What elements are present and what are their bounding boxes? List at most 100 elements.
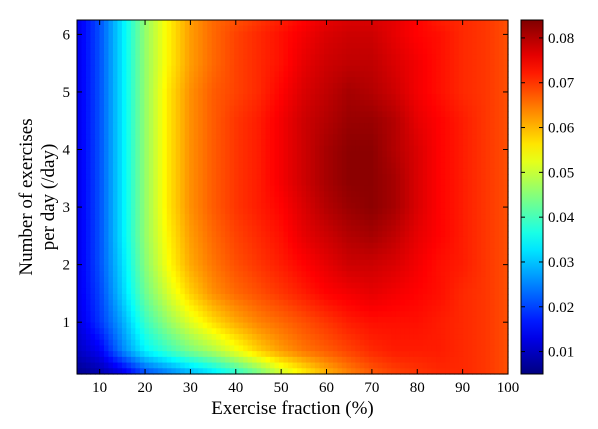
heatmap-cell: [94, 59, 101, 67]
heatmap-cell: [279, 202, 285, 210]
heatmap-cell: [216, 111, 222, 118]
heatmap-cell: [108, 31, 114, 38]
heatmap-cell: [252, 282, 258, 289]
heatmap-cell: [279, 294, 285, 301]
heatmap-cell: [202, 82, 208, 90]
heatmap-cell: [350, 276, 356, 284]
heatmap-cell: [404, 59, 410, 67]
heatmap-cell: [373, 77, 379, 84]
heatmap-cell: [386, 248, 392, 255]
heatmap-cell: [377, 208, 383, 215]
heatmap-cell: [148, 20, 154, 27]
heatmap-cell: [382, 94, 388, 101]
heatmap-cell: [341, 214, 347, 221]
heatmap-cell: [103, 128, 110, 135]
heatmap-cell: [409, 139, 415, 147]
heatmap-cell: [171, 305, 177, 312]
heatmap-cell: [436, 185, 442, 192]
heatmap-cell: [135, 157, 141, 164]
heatmap-cell: [431, 185, 437, 192]
heatmap-cell: [382, 254, 388, 261]
heatmap-cell: [234, 168, 240, 175]
heatmap-cell: [296, 71, 303, 78]
heatmap-cell: [144, 282, 150, 289]
heatmap-cell: [202, 242, 208, 249]
heatmap-cell: [103, 259, 110, 267]
heatmap-cell: [445, 42, 451, 50]
heatmap-cell: [157, 202, 163, 210]
heatmap-cell: [400, 20, 406, 27]
heatmap-cell: [211, 157, 217, 164]
heatmap-cell: [440, 219, 446, 227]
heatmap-cell: [261, 271, 267, 278]
heatmap-cell: [139, 311, 145, 318]
heatmap-cell: [99, 54, 105, 61]
heatmap-cell: [310, 111, 316, 118]
heatmap-cell: [292, 77, 298, 84]
heatmap-cell: [261, 99, 267, 107]
heatmap-cell: [243, 208, 249, 215]
heatmap-cell: [440, 151, 446, 158]
heatmap-cell: [494, 305, 500, 312]
heatmap-cell: [202, 162, 208, 170]
heatmap-cell: [225, 271, 231, 278]
heatmap-cell: [211, 294, 217, 301]
heatmap-cell: [225, 311, 231, 318]
heatmap-cell: [373, 185, 379, 192]
heatmap-cell: [359, 99, 365, 107]
heatmap-cell: [103, 71, 110, 78]
heatmap-cell: [431, 276, 437, 284]
heatmap-cell: [112, 151, 119, 158]
heatmap-cell: [153, 231, 159, 238]
heatmap-cell: [467, 305, 473, 312]
heatmap-cell: [99, 179, 105, 187]
heatmap-cell: [135, 162, 141, 170]
heatmap-cell: [234, 197, 240, 204]
heatmap-cell: [476, 231, 482, 238]
heatmap-cell: [77, 236, 83, 244]
heatmap-cell: [323, 219, 330, 227]
heatmap-cell: [279, 111, 285, 118]
heatmap-cell: [436, 25, 442, 33]
heatmap-cell: [108, 288, 114, 295]
heatmap-cell: [117, 134, 123, 141]
heatmap-cell: [234, 248, 240, 255]
heatmap-cell: [153, 105, 159, 112]
heatmap-cell: [256, 259, 262, 267]
heatmap-cell: [139, 94, 145, 101]
heatmap-cell: [198, 248, 204, 255]
heatmap-cell: [350, 259, 356, 267]
heatmap-cell: [157, 271, 163, 278]
heatmap-cell: [279, 117, 285, 124]
heatmap-cell: [153, 48, 159, 55]
heatmap-cell: [472, 37, 478, 44]
heatmap-cell: [355, 236, 361, 244]
heatmap-cell: [207, 294, 213, 301]
heatmap-cell: [346, 128, 352, 135]
heatmap-cell: [296, 54, 303, 61]
heatmap-cell: [283, 111, 289, 118]
heatmap-cell: [494, 31, 500, 38]
heatmap-cell: [332, 271, 338, 278]
heatmap-cell: [238, 219, 244, 227]
heatmap-cell: [279, 299, 285, 307]
heatmap-cell: [77, 242, 83, 249]
heatmap-cell: [458, 294, 464, 301]
heatmap-cell: [211, 191, 217, 198]
heatmap-cell: [418, 265, 424, 272]
heatmap-cell: [305, 122, 312, 130]
heatmap-cell: [472, 77, 478, 84]
heatmap-cell: [81, 20, 87, 27]
heatmap-cell: [310, 299, 316, 307]
heatmap-cell: [234, 265, 240, 272]
heatmap-cell: [256, 145, 262, 152]
heatmap-cell: [207, 231, 213, 238]
heatmap-cell: [445, 225, 451, 232]
heatmap-cell: [270, 25, 276, 33]
heatmap-cell: [171, 134, 177, 141]
heatmap-cell: [377, 99, 383, 107]
heatmap-cell: [427, 197, 433, 204]
heatmap-cell: [494, 25, 500, 33]
heatmap-cell: [440, 162, 446, 170]
heatmap-cell: [211, 214, 217, 221]
